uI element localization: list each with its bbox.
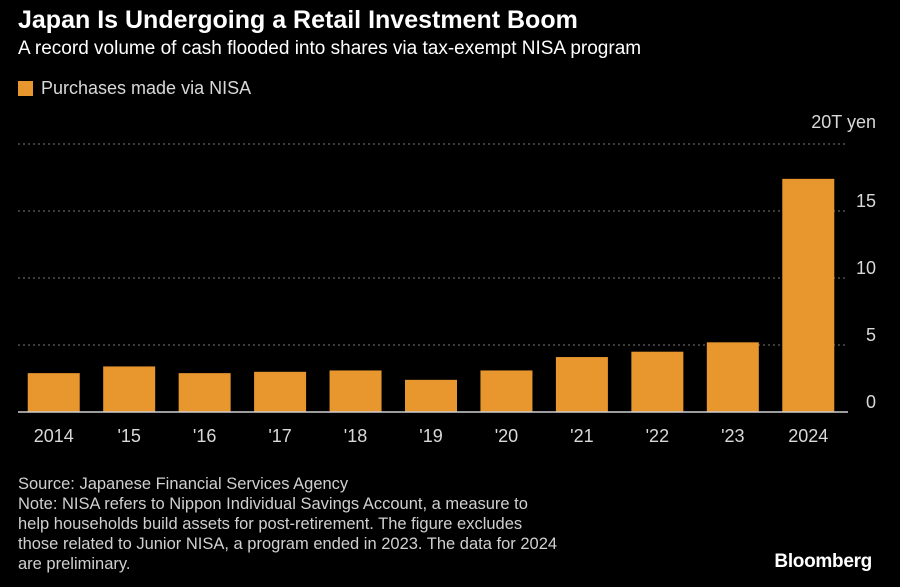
- x-tick-label: '17: [268, 426, 291, 446]
- bar-3: [254, 371, 307, 412]
- note-line-2: help households build assets for post-re…: [18, 515, 523, 533]
- grid-lines: [18, 143, 848, 346]
- source-text: Source: Japanese Financial Services Agen…: [18, 475, 349, 493]
- bar-4: [329, 370, 382, 412]
- x-tick-label: '15: [117, 426, 140, 446]
- x-tick-label: '23: [721, 426, 744, 446]
- axes: 0 5 10 15 20T yen 2014 '15 '16 '17 '18 '19 '20 '21 '2…: [18, 112, 876, 446]
- bar-10: [782, 178, 835, 412]
- y-tick-label: 15: [856, 191, 876, 211]
- bar-8: [631, 351, 684, 412]
- legend: Purchases made via NISA: [18, 78, 251, 99]
- x-tick-label: '20: [495, 426, 518, 446]
- chart-title: Japan Is Undergoing a Retail Investment …: [18, 6, 578, 34]
- bar-6: [480, 370, 533, 412]
- x-tick-label: '22: [646, 426, 669, 446]
- chart-subtitle: A record volume of cash flooded into sha…: [18, 38, 642, 59]
- y-tick-label: 10: [856, 258, 876, 278]
- bar-2: [178, 373, 231, 412]
- bar-1: [103, 366, 156, 412]
- bar-7: [555, 357, 608, 412]
- x-tick-label: '16: [193, 426, 216, 446]
- bar-0: [27, 373, 80, 412]
- y-tick-label: 5: [866, 325, 876, 345]
- bar-9: [706, 342, 759, 412]
- note-line-3: those related to Junior NISA, a program …: [18, 535, 558, 553]
- note-line-4: are preliminary.: [18, 555, 131, 573]
- bar-5: [405, 379, 457, 412]
- bar-chart: 0 5 10 15 20T yen 2014 '15 '16 '17 '18 '19 '20 '21 '2…: [18, 112, 876, 446]
- x-tick-label: '19: [419, 426, 442, 446]
- footer-notes: Source: Japanese Financial Services Agen…: [18, 474, 718, 574]
- bloomberg-logo: Bloomberg: [774, 551, 872, 572]
- x-tick-label: '18: [344, 426, 367, 446]
- note-line-1: Note: NISA refers to Nippon Individual S…: [18, 495, 528, 513]
- x-tick-label: 2014: [34, 426, 74, 446]
- y-tick-label: 20T yen: [811, 112, 876, 132]
- x-tick-label: 2024: [788, 426, 828, 446]
- x-tick-label: '21: [570, 426, 593, 446]
- legend-label: Purchases made via NISA: [41, 78, 252, 98]
- y-tick-label: 0: [866, 392, 876, 412]
- legend-swatch: [18, 81, 33, 96]
- bars: [27, 178, 835, 412]
